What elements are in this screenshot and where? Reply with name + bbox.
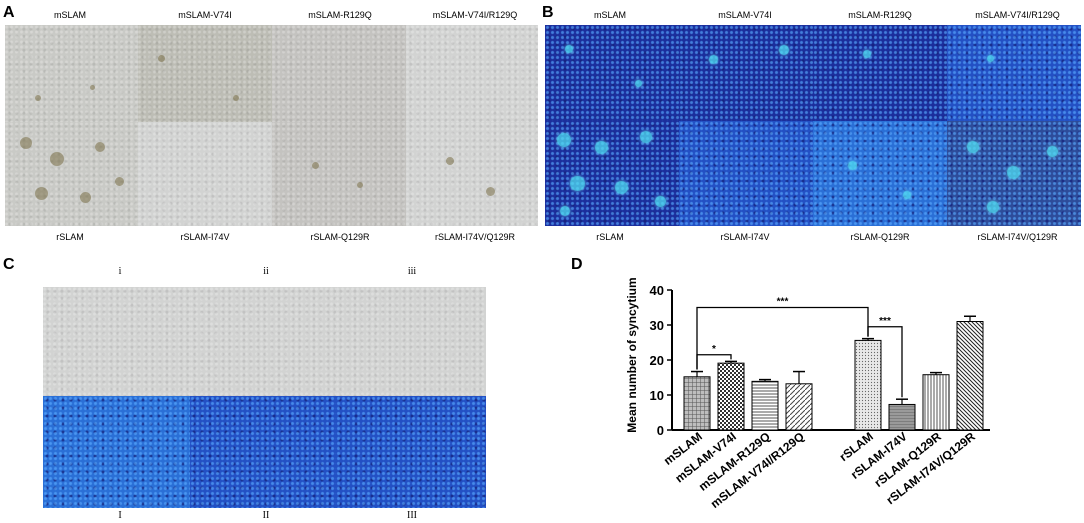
panel-a-image-6 — [138, 122, 272, 226]
panel-a-image-5 — [5, 122, 138, 226]
panel-b-image-6 — [679, 121, 813, 226]
panel-b-caption-top-4: mSLAM-V74I/R129Q — [975, 10, 1060, 20]
y-tick-label: 20 — [650, 353, 664, 368]
panel-c-caption-bottom-3: III — [407, 510, 417, 521]
panel-a-label: A — [3, 4, 15, 21]
panel-a-caption-top-2: mSLAM-V74I — [178, 10, 232, 20]
bar — [683, 376, 711, 431]
panel-a-caption-top-3: mSLAM-R129Q — [308, 10, 372, 20]
panel-b-image-8 — [947, 121, 1081, 226]
panel-c-caption-bottom-1: I — [118, 510, 122, 521]
panel-a-caption-bottom-1: rSLAM — [56, 232, 84, 242]
panel-a-caption-bottom-3: rSLAM-Q129R — [310, 232, 370, 242]
y-tick-label: 30 — [650, 318, 664, 333]
panel-c-image-3 — [336, 287, 486, 396]
bar — [956, 321, 984, 431]
panel-b-label: B — [542, 4, 554, 21]
panel-d-chart: Mean number of syncytium 010203040mSLAMm… — [625, 277, 990, 511]
panel-a-image-1 — [5, 25, 138, 122]
panel-c-caption-top-2: ii — [263, 266, 269, 277]
panel-a-caption-top-1: mSLAM — [53, 10, 86, 20]
panel-b-image-7 — [813, 121, 947, 226]
panel-b-image-2 — [679, 25, 813, 121]
panel-c-image-4 — [43, 396, 190, 508]
y-tick-label: 40 — [650, 283, 664, 298]
bar — [751, 380, 779, 431]
chart-root: 010203040mSLAMmSLAM-V74ImSLAM-R129QmSLAM… — [650, 283, 990, 511]
bar — [888, 403, 916, 431]
bar — [854, 339, 882, 431]
panel-c-image-2 — [190, 287, 336, 396]
panel-a-image-8 — [406, 122, 538, 226]
panel-b-caption-top-1: mSLAM — [593, 10, 626, 20]
panel-a-caption-bottom-4: rSLAM-I74V/Q129R — [434, 232, 516, 242]
panel-b-image-5 — [545, 121, 679, 226]
panel-c-image-5 — [190, 396, 336, 508]
panel-b-caption-top-2: mSLAM-V74I — [718, 10, 772, 20]
panel-d-label: D — [571, 256, 583, 273]
panel-c-caption-bottom-2: II — [262, 510, 270, 521]
panel-a-caption-top-4: mSLAM-V74I/R129Q — [432, 10, 518, 20]
y-axis-label: Mean number of syncytium — [625, 277, 639, 432]
panel-b-image-4 — [947, 25, 1081, 121]
panel-c-image-1 — [43, 287, 190, 396]
panel-b-image-3 — [813, 25, 947, 121]
significance-label: * — [712, 344, 716, 355]
y-tick-label: 0 — [657, 423, 664, 438]
bar — [922, 374, 950, 431]
bar — [717, 362, 745, 431]
panel-b-caption-bottom-2: rSLAM-I74V — [720, 232, 770, 242]
panel-a-image-3 — [272, 25, 406, 122]
panel-c-label: C — [3, 256, 15, 273]
panel-b-caption-bottom-3: rSLAM-Q129R — [850, 232, 910, 242]
panel-b-caption-bottom-1: rSLAM — [596, 232, 624, 242]
significance-bracket — [867, 326, 903, 398]
panel-c-caption-top-1: i — [118, 266, 122, 277]
y-tick-label: 10 — [650, 388, 664, 403]
panel-a-image-2 — [138, 25, 272, 122]
panel-b-image-1 — [545, 25, 679, 121]
panel-a-image-7 — [272, 122, 406, 226]
panel-b-caption-top-3: mSLAM-R129Q — [848, 10, 912, 20]
significance-bracket — [696, 306, 869, 370]
significance-label: *** — [879, 316, 891, 327]
panel-c-image-6 — [336, 396, 486, 508]
panel-a-image-4 — [406, 25, 538, 122]
significance-label: *** — [777, 297, 789, 308]
bar — [785, 383, 813, 431]
panel-c-caption-top-3: iii — [407, 266, 417, 277]
panel-b-caption-bottom-4: rSLAM-I74V/Q129R — [977, 232, 1058, 242]
panel-a-caption-bottom-2: rSLAM-I74V — [180, 232, 230, 242]
